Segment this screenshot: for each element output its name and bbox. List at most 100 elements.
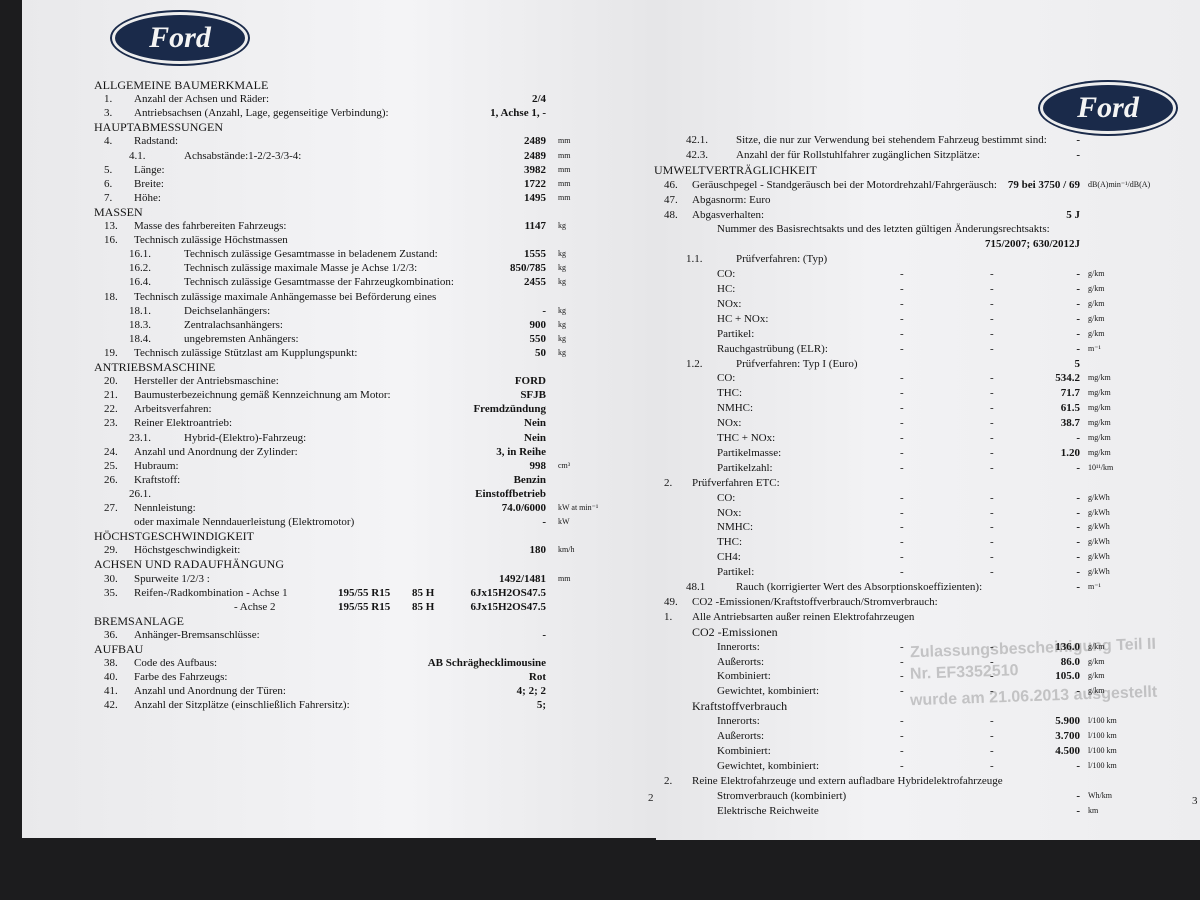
field-row: Nummer des Basisrechtsakts und des letzt… — [0, 222, 1200, 236]
field-value: - — [542, 304, 546, 317]
field-row: CO: - - - g/km — [0, 267, 1200, 281]
page-number: 3 — [1192, 795, 1198, 807]
field-row: 35. Reifen-/Radkombination - Achse 1 195/5… — [0, 586, 1200, 600]
field-unit: m⁻¹ — [1088, 582, 1101, 591]
field-value: - — [1076, 789, 1080, 802]
field-label: HC: — [717, 283, 736, 295]
field-row: Innerorts: - - 5.900 l/100 km — [0, 714, 1200, 728]
field-c1: - — [900, 521, 904, 534]
field-unit: mg/km — [1088, 373, 1111, 383]
field-c2: - — [990, 685, 994, 698]
field-label: Stromverbrauch (kombiniert) — [717, 789, 847, 802]
field-unit: mm — [558, 164, 571, 174]
field-label: Prüfverfahren ETC: — [692, 476, 780, 489]
field-num: 4. — [104, 135, 113, 148]
field-label: Technisch zulässige Gesamtmasse in belad… — [184, 248, 438, 261]
field-value: SFJB — [520, 389, 546, 402]
field-value: 1495 — [524, 191, 546, 204]
field-value: 2/4 — [531, 93, 546, 106]
field-label: Deichselanhängers: — [184, 304, 271, 317]
field-num: 23.1. — [129, 431, 151, 444]
field-row: 30. Spurweite 1/2/3 : 1492/1481 mm — [0, 572, 1200, 586]
field-row: Innerorts: - - 136.0 g/km — [0, 640, 1200, 654]
field-heading: Kraftstoffverbrauch — [692, 699, 788, 714]
field-num: 24. — [104, 445, 118, 458]
field-row: 18.3. Zentralachsanhängers: 900 kg — [0, 318, 1200, 332]
field-row: 26.1. Einstoffbetrieb — [0, 487, 1200, 501]
field-unit: km/h — [558, 545, 575, 555]
field-num: 40. — [104, 671, 118, 684]
field-row: 1.1. Prüfverfahren: (Typ) — [0, 252, 1200, 266]
field-c1: - — [900, 268, 904, 281]
field-row: 48. Abgasverhalten: 5 J — [0, 208, 1200, 222]
field-num: 29. — [104, 544, 118, 557]
field-c2: - — [990, 715, 994, 728]
field-row: 7. Höhe: 1495 mm — [0, 191, 1200, 205]
field-label: Breite: — [134, 177, 164, 190]
field-row: 5. Länge: 3982 mm — [0, 163, 1200, 177]
field-unit: Wh/km — [1088, 790, 1112, 800]
field-row: 38. Code des Aufbaus: AB Schräghecklimousi… — [0, 656, 1200, 670]
field-row: 1. Anzahl der Achsen und Räder: 2/4 — [0, 92, 1200, 106]
field-unit: g/km — [1088, 641, 1105, 651]
field-c2: - — [990, 491, 994, 504]
field-c1: - — [900, 744, 904, 757]
field-label: Anzahl der für Rollstuhlfahrer zugänglic… — [736, 148, 981, 161]
field-row: 4.1. Achsabstände:1-2/2-3/3-4: 2489 mm — [0, 149, 1200, 163]
field-row: NMHC: - - - g/kWh — [0, 520, 1200, 534]
field-row: Kombiniert: - - 105.0 g/km — [0, 669, 1200, 683]
field-c2: - — [990, 342, 994, 355]
field-row: Rauchgastrübung (ELR): - - - m⁻¹ — [0, 342, 1200, 356]
field-value: 5; — [536, 699, 546, 712]
field-value: 3.700 — [1055, 730, 1080, 742]
field-label: Zentralachsanhängers: — [184, 318, 283, 331]
field-row: 18. Technisch zulässige maximale Anhängem… — [0, 290, 1200, 304]
field-num: 16.4. — [129, 276, 151, 289]
field-label: Länge: — [134, 163, 165, 176]
field-c1: - — [900, 506, 904, 519]
field-unit: mm — [558, 573, 571, 583]
field-label: CO: — [717, 268, 736, 281]
left-page — [22, 0, 658, 838]
field-c2: - — [990, 432, 994, 444]
field-value: 86.0 — [1060, 655, 1080, 668]
field-value: 79 bei 3750 / 69 — [1007, 178, 1080, 191]
field-label: NOx: — [717, 297, 742, 310]
field-c1: - — [900, 640, 904, 653]
field-row: Partikelzahl: - - -10¹¹/km — [0, 461, 1200, 475]
field-row: 19. Technisch zulässige Stützlast am Kupp… — [0, 346, 1200, 360]
section-heading: ALLGEMEINE BAUMERKMALE — [0, 78, 1200, 92]
field-c1: - — [900, 730, 904, 742]
field-label: Baumusterbezeichnung gemäß Kennzeichnung… — [134, 389, 391, 402]
field-value: - — [1076, 461, 1080, 474]
field-value: - — [542, 516, 546, 529]
field-label: Arbeitsverfahren: — [134, 403, 212, 416]
field-value: AB Schräghecklimousine — [427, 657, 546, 670]
field-num: 2. — [664, 774, 673, 787]
field-value: - — [1076, 759, 1080, 772]
field-row: - Achse 2 195/55 R15 85 H 6Jx15H2OS47.5 — [0, 600, 1200, 614]
field-num: 27. — [104, 502, 118, 514]
field-label: Partikel: — [717, 327, 755, 340]
field-c1: - — [900, 446, 904, 459]
field-row: 2. Reine Elektrofahrzeuge und extern aufl… — [0, 774, 1200, 788]
field-unit: g/kWh — [1088, 567, 1110, 577]
field-num: 19. — [104, 346, 118, 359]
field-unit: kg — [558, 263, 566, 273]
ford-logo: Ford — [1040, 82, 1176, 134]
field-row: Kombiniert: - - 4.500 l/100 km — [0, 744, 1200, 758]
field-label: Anzahl und Anordnung der Zylinder: — [134, 445, 298, 458]
field-num: 26.1. — [129, 487, 151, 500]
field-c2: - — [990, 670, 994, 683]
field-num: 22. — [104, 403, 118, 416]
field-unit: mg/km — [1088, 388, 1111, 398]
field-value: - — [1076, 551, 1080, 564]
field-value: 1, Achse 1, - — [490, 107, 546, 120]
field-value: 6Jx15H2OS47.5 — [470, 600, 546, 613]
field-row: 18.1. Deichselanhängers: - kg — [0, 304, 1200, 318]
field-unit: mg/km — [1088, 447, 1111, 457]
field-row: NOx: - - 38.7 mg/km — [0, 416, 1200, 430]
field-row: Elektrische Reichweite - km — [0, 804, 1200, 818]
field-c2: - — [990, 268, 994, 281]
field-unit: l/100 km — [1088, 760, 1117, 770]
